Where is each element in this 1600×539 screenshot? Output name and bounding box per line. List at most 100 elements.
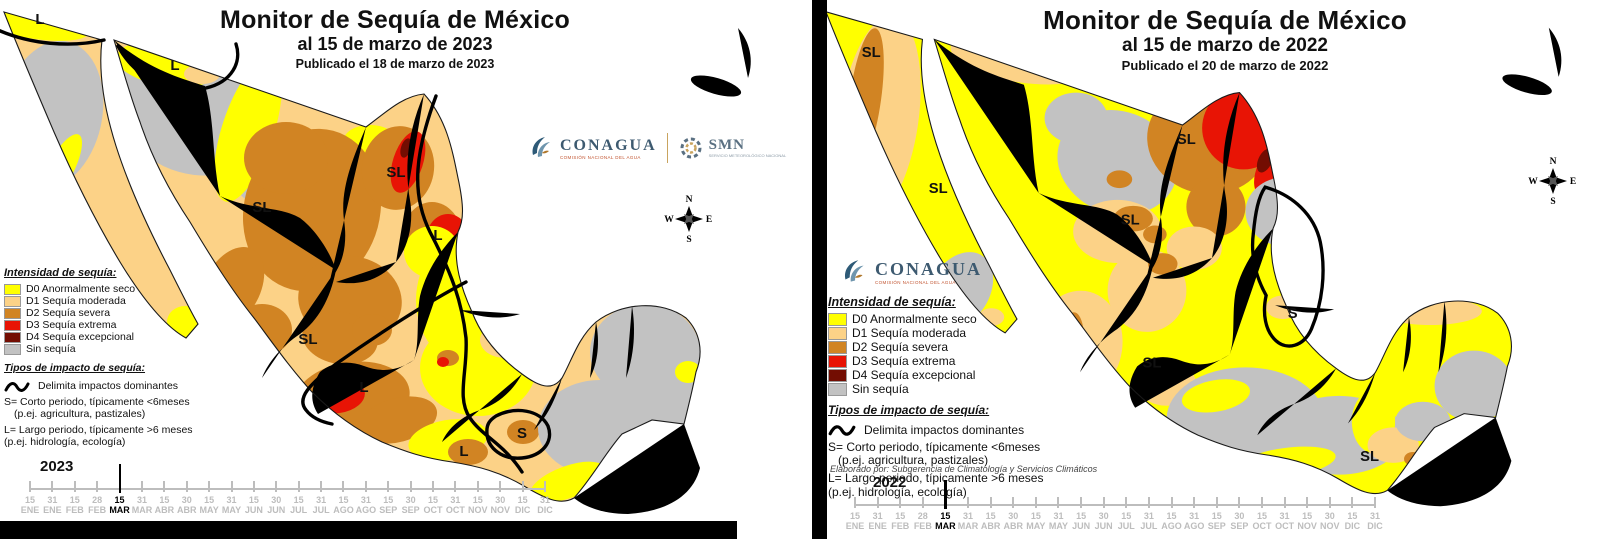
impact-zone-label: L [170, 57, 179, 74]
legend-swatch [4, 283, 21, 295]
legend-label: D4 Sequía excepcional [852, 368, 976, 383]
legend-swatch [4, 331, 21, 343]
legend-swatch [4, 343, 21, 355]
impact-short-term: S= Corto periodo, típicamente <6meses [828, 439, 1041, 454]
legend-label: D3 Sequía extrema [26, 318, 117, 331]
map-subtitle: al 15 de marzo de 2023 [297, 34, 493, 54]
impact-zone-label: SL [929, 181, 948, 197]
timeline-2022: 2022 15 ENE 31 ENE 15 FEB 28 FEB 15 MAR 31 MAR 15 ABR… [846, 470, 1383, 539]
impact-short-term-examples: (p.ej. agricultura, pastizales) [838, 453, 989, 468]
compass-e: E [1570, 177, 1576, 187]
legend-item: D3 Sequía extrema [4, 318, 239, 331]
conagua-wordmark: CONAGUA [560, 136, 657, 154]
impact-boundary-icon [4, 381, 30, 392]
impact-long-term: L= Largo periodo, típicamente >6 meses [828, 470, 1044, 485]
timeline-year: 2023 [40, 458, 74, 475]
impact-short-term: S= Corto periodo, típicamente <6meses [4, 395, 190, 408]
impact-zone-label: SL [252, 199, 271, 216]
legend-item: D3 Sequía extrema [828, 354, 1088, 369]
title-block-2022: Monitor de Sequía de México al 15 de mar… [970, 5, 1480, 74]
conagua-wordmark: CONAGUA [875, 259, 982, 279]
impact-symbol-label: Delimita impactos dominantes [38, 380, 179, 393]
legend-item: D0 Anormalmente seco [4, 282, 239, 295]
conagua-logo: CONAGUA COMISIÓN NACIONAL DEL AGUA [840, 256, 982, 288]
timeline-year: 2022 [873, 474, 907, 491]
legend-swatch [828, 383, 847, 397]
bottom-black-band [0, 521, 737, 539]
legend-2022: Intensidad de sequía: D0 Anormalmente se… [828, 295, 1088, 499]
impact-zone-label: L [433, 227, 442, 244]
impact-zone-label: L [35, 11, 44, 28]
legend-item: D1 Sequía moderada [4, 294, 239, 307]
legend-impact-title: Tipos de impacto de sequía: [828, 403, 990, 418]
impact-long-term-examples: (p.ej. hidrología, ecología) [4, 435, 126, 448]
impact-zone-label: SL [386, 164, 405, 181]
smn-tagline: SERVICIO METEOROLÓGICO NACIONAL [708, 153, 787, 159]
impact-zone-label: S [1288, 306, 1298, 322]
panel-divider-bar [812, 0, 827, 539]
compass-s: S [686, 235, 691, 244]
impact-zone-label: S [517, 425, 527, 442]
legend-item: D2 Sequía severa [4, 306, 239, 319]
legend-label: D0 Anormalmente seco [26, 282, 136, 295]
legend-items: D0 Anormalmente seco D1 Sequía moderada D2… [4, 282, 239, 355]
impact-labels-2023: L L SL SL L SL L L S [35, 11, 527, 460]
legend-swatch [828, 313, 847, 327]
impact-zone-label: SL [298, 331, 317, 348]
impact-symbol-label: Delimita impactos dominantes [864, 422, 1025, 437]
mexico-drought-map-2022: SL SL SL SL S SL SL [825, 11, 1600, 507]
legend-swatch [4, 307, 21, 319]
map-published: Publicado el 18 de marzo de 2023 [295, 57, 495, 72]
legend-label: D0 Anormalmente seco [852, 312, 977, 327]
legend-label: D1 Sequía moderada [26, 294, 126, 307]
impact-boundaries-2023 [0, 28, 552, 474]
legend-item: Sin sequía [828, 382, 1088, 397]
compass-n: N [686, 195, 693, 205]
impact-zone-label: SL [1360, 449, 1379, 465]
conagua-icon [844, 260, 864, 282]
legend-item: D4 Sequía excepcional [828, 368, 1088, 383]
conagua-tagline: COMISIÓN NACIONAL DEL AGUA [875, 280, 956, 285]
conagua-icon [532, 137, 550, 157]
legend-swatch [828, 341, 847, 355]
impact-labels-2022: SL SL SL SL S SL SL [862, 45, 1379, 465]
compass-rose: N E S W [1528, 157, 1576, 206]
map-subtitle: al 15 de marzo de 2022 [1122, 35, 1328, 57]
legend-swatch [828, 369, 847, 383]
timeline-2023: 2023 15 ENE 31 ENE 15 FEB 28 FEB 15 MAR 31 MAR 15 ABR… [21, 450, 553, 520]
timeline-track: 15 ENE 31 ENE 15 FEB 28 FEB 15 MAR 31 MAR 15 ABR 30 ABR… [846, 480, 1383, 531]
impact-zone-label: SL [1177, 132, 1196, 148]
compass-n: N [1550, 157, 1557, 167]
impact-long-term: L= Largo periodo, típicamente >6 meses [4, 423, 193, 436]
legend-swatch [828, 327, 847, 341]
map-published: Publicado el 20 de marzo de 2022 [1121, 58, 1329, 74]
legend-label: D3 Sequía extrema [852, 354, 956, 369]
title-block-2023: Monitor de Sequía de México al 15 de mar… [140, 6, 650, 71]
conagua-tagline: COMISIÓN NACIONAL DEL AGUA [560, 154, 641, 160]
legend-label: Sin sequía [852, 382, 909, 397]
compass-e: E [706, 215, 712, 225]
legend-impact-title: Tipos de impacto de sequía: [4, 361, 146, 374]
timeline-track: 15 ENE 31 ENE 15 FEB 28 FEB 15 MAR 31 MAR 15 ABR 30 ABR… [21, 464, 553, 515]
legend-swatch [4, 319, 21, 331]
legend-label: Sin sequía [26, 342, 76, 355]
compass-rose: N E S W [664, 195, 712, 244]
legend-intensity-title: Intensidad de sequía: [4, 267, 117, 279]
impact-zone-label: L [459, 443, 468, 460]
map-title: Monitor de Sequía de México [1043, 5, 1407, 35]
smn-icon [680, 137, 702, 159]
legend-swatch [4, 295, 21, 307]
legend-2023: Intensidad de sequía: D0 Anormalmente se… [4, 267, 239, 448]
legend-item: D1 Sequía moderada [828, 327, 1088, 341]
legend-item: D2 Sequía severa [828, 340, 1088, 355]
impact-short-term-examples: (p.ej. agricultura, pastizales) [14, 407, 146, 420]
impact-long-term-examples: (p.ej. hidrología, ecología) [828, 484, 967, 499]
legend-label: D2 Sequía severa [852, 340, 949, 355]
legend-swatch [828, 355, 847, 369]
impact-zone-label: SL [1121, 213, 1140, 229]
legend-label: D2 Sequía severa [26, 306, 111, 319]
legend-items: D0 Anormalmente seco D1 Sequía moderada D2… [828, 312, 1088, 397]
legend-label: D4 Sequía excepcional [26, 330, 134, 343]
impact-boundaries-2022 [1250, 185, 1325, 348]
